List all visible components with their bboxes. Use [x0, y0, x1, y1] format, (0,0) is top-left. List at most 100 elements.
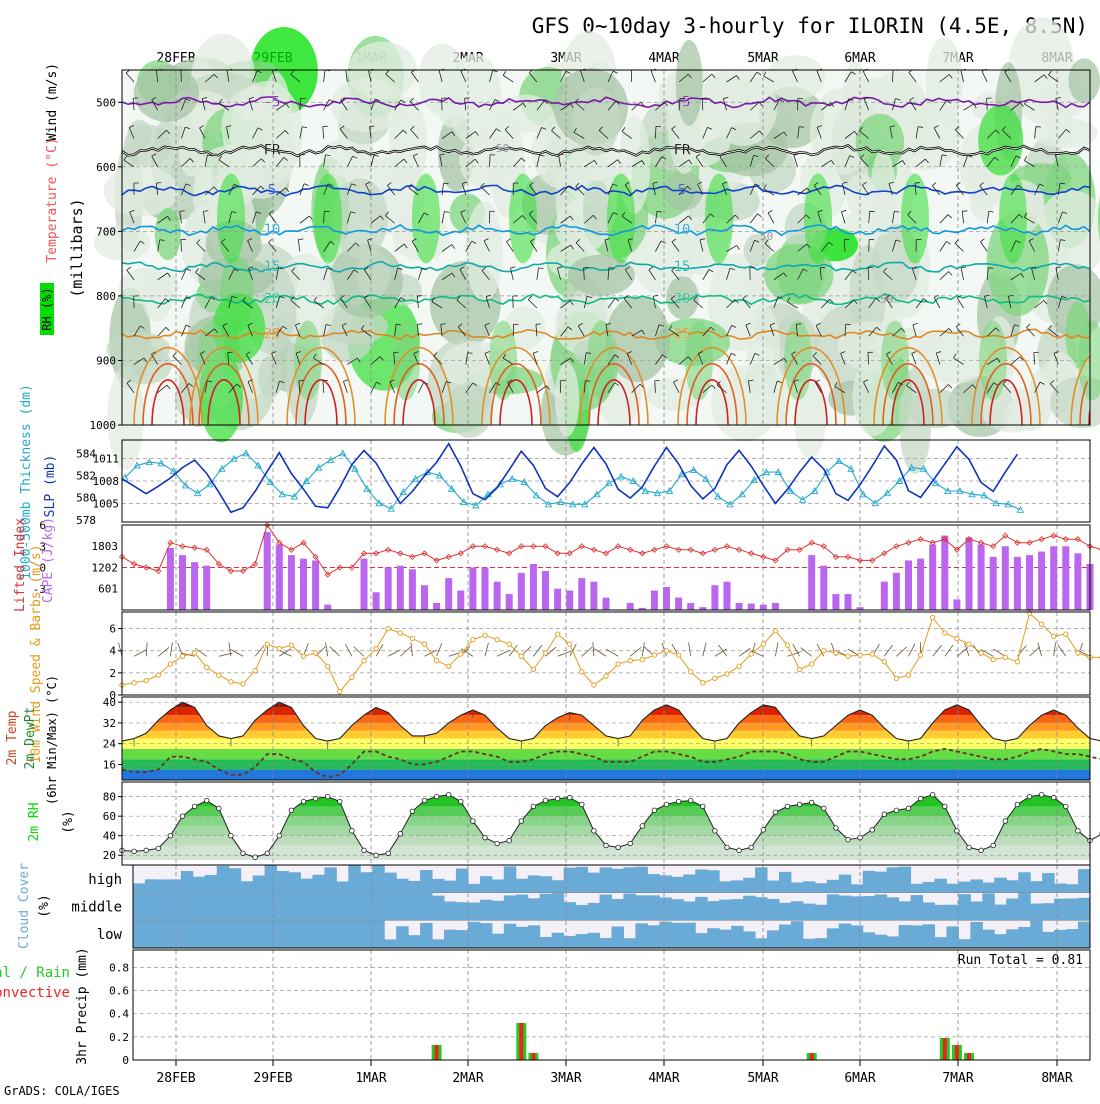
cape-bar	[1026, 555, 1033, 610]
wind-speed-point	[168, 662, 172, 666]
cloud-fill	[623, 894, 635, 921]
y-tick-label: 80	[103, 791, 116, 804]
cloud-fill	[169, 893, 181, 921]
bottom-date-label: 6MAR	[844, 1071, 875, 1086]
cloud-fill	[193, 893, 205, 921]
wind-speed-point	[434, 658, 438, 662]
cloud-fill	[576, 867, 588, 893]
cape-bar	[373, 592, 380, 610]
rh-point	[192, 804, 197, 809]
cloud-fill	[408, 935, 420, 948]
rh-shade	[124, 124, 171, 166]
rh-point	[943, 804, 948, 809]
cloud-fill	[600, 938, 612, 948]
cloud-fill	[731, 899, 743, 920]
cape-tick-label: 601	[98, 583, 118, 596]
cape-bar	[409, 569, 416, 610]
cloud-fill	[875, 872, 887, 893]
dewpoint-axis-label: 2m DewPt	[23, 707, 38, 770]
cloud-fill	[169, 920, 181, 948]
y-tick-label: 4	[109, 645, 116, 658]
cape-bar	[651, 591, 658, 610]
rh-point	[555, 796, 560, 801]
slp-tick-label: 1008	[93, 475, 120, 488]
cloud-fill	[564, 936, 576, 948]
cape-bar	[917, 559, 924, 610]
wind-speed-point	[1015, 660, 1019, 664]
cloud-layer-label: high	[88, 872, 122, 888]
cloud-fill	[1054, 899, 1066, 921]
cloud-fill	[193, 920, 205, 948]
cloud-fill	[157, 879, 169, 892]
wind-barb-10m	[485, 643, 488, 657]
wind-barb-10m	[593, 642, 594, 656]
cloud-fill	[432, 879, 444, 893]
bottom-date-label: 29FEB	[253, 1071, 292, 1086]
rh-point	[930, 792, 935, 797]
rh-point	[809, 800, 814, 805]
wind-speed-point	[749, 652, 753, 656]
cape-bar	[711, 585, 718, 610]
wind-speed-point	[822, 649, 826, 653]
cloud-fill	[707, 870, 719, 892]
cape-bar	[494, 582, 501, 610]
cloud-fill	[348, 865, 360, 893]
wind-barb-10m	[775, 642, 778, 656]
cloud-fill	[767, 899, 779, 920]
wind-speed-point	[846, 654, 850, 658]
y-tick-label: 1000	[90, 419, 117, 432]
cape-bar	[675, 598, 682, 610]
cloud-layer-label: middle	[71, 900, 122, 916]
wind-speed-point	[289, 643, 293, 647]
cloud-fill	[576, 934, 588, 948]
cloud-fill	[396, 926, 408, 948]
cloud-fill	[564, 868, 576, 893]
rh-point	[894, 808, 899, 813]
rh-point	[168, 833, 173, 838]
cape-bar	[1002, 546, 1009, 610]
cloud-fill	[815, 905, 827, 921]
cloud-fill	[289, 893, 301, 921]
wind-speed-point	[761, 642, 765, 646]
cloud-fill	[827, 928, 839, 948]
cape-bar	[820, 566, 827, 610]
cape-bar	[978, 544, 985, 610]
cloud-fill	[588, 903, 600, 920]
wind-speed-point	[422, 642, 426, 646]
cloud-fill	[623, 867, 635, 892]
run-total-label: Run Total = 0.81	[958, 953, 1083, 968]
cape-bar	[445, 578, 452, 610]
y-tick-label: 500	[96, 96, 116, 109]
rh-shade	[926, 37, 963, 125]
cloud-fill	[229, 893, 241, 921]
cloud-fill	[336, 920, 348, 948]
wind-speed-point	[979, 651, 983, 655]
cape-bar	[772, 603, 779, 610]
rh-shade	[747, 306, 781, 397]
cape-bar	[893, 573, 900, 610]
cape-bar	[518, 573, 525, 610]
cloud-fill	[1030, 921, 1042, 948]
rh-point	[967, 845, 972, 850]
wind-speed-point	[991, 657, 995, 661]
temperature-contour-label: 15	[674, 259, 691, 275]
cloud-fill	[564, 902, 576, 920]
wind-speed-point	[604, 674, 608, 678]
cloud-fill	[552, 893, 564, 920]
wind-barb-10m	[330, 647, 340, 657]
cape-bar	[312, 560, 319, 610]
cloud-fill	[576, 905, 588, 920]
cape-tick-label: 1803	[92, 540, 119, 553]
cloud-fill	[157, 893, 169, 921]
wind-barb-10m	[119, 643, 122, 657]
bottom-date-label: 1MAR	[355, 1071, 386, 1086]
wind-speed-point	[1052, 634, 1056, 638]
cloud-fill	[528, 875, 540, 892]
wind-speed-point	[471, 637, 475, 641]
cape-bar	[264, 532, 271, 610]
wind-speed-point	[967, 642, 971, 646]
rh-point	[374, 853, 379, 858]
wind-barb-10m	[606, 649, 618, 656]
cloud-fill	[384, 873, 396, 893]
